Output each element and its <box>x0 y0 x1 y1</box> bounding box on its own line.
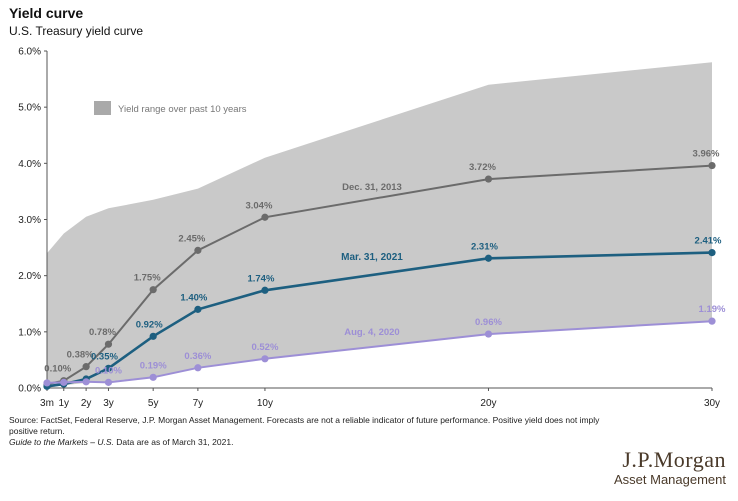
data-label: 3.96% <box>693 149 720 160</box>
series-point <box>104 340 113 348</box>
guide-note: Guide to the Markets – U.S. Data are as … <box>9 437 233 447</box>
series-point <box>149 332 157 340</box>
x-tick-label: 20y <box>480 398 496 409</box>
series-name-label: Dec. 31, 2013 <box>342 182 402 193</box>
series-point <box>149 286 157 294</box>
x-tick-label: 5y <box>148 398 159 409</box>
x-tick-label: 10y <box>257 398 273 409</box>
data-label: 0.36% <box>184 351 211 362</box>
source-note: Source: FactSet, Federal Reserve, J.P. M… <box>9 415 600 436</box>
data-label: 0.92% <box>136 319 163 330</box>
series-point <box>261 213 269 221</box>
series-point <box>82 378 90 386</box>
data-label: 3.04% <box>245 200 272 211</box>
data-label: 0.35% <box>91 351 118 362</box>
data-label: 0.78% <box>89 327 116 338</box>
series-point <box>708 161 716 170</box>
series-point <box>708 249 716 257</box>
data-label: 2.31% <box>471 241 498 252</box>
legend-swatch <box>94 101 111 115</box>
data-label: 2.41% <box>695 236 722 247</box>
jpmorgan-logo: J.P.Morgan Asset Management <box>614 448 726 488</box>
series-point <box>104 378 113 386</box>
legend-label: Yield range over past 10 years <box>118 104 247 115</box>
yield-curve-chart: 0.0% 1.0% 2.0% 3.0% 4.0% 5.0% 6.0% 3m 1y 2y 3y 5y 7y… <box>18 47 726 410</box>
data-label: 0.10% <box>95 365 122 376</box>
series-point <box>43 379 51 387</box>
logo-name: J.P.Morgan <box>622 447 726 472</box>
series-point <box>261 286 269 294</box>
series-name-label: Mar. 31, 2021 <box>341 252 403 263</box>
x-tick-label: 3m <box>40 398 54 409</box>
data-label: 1.74% <box>247 273 274 284</box>
series-point <box>261 355 269 363</box>
data-label: 0.52% <box>251 342 278 353</box>
series-point <box>194 305 202 313</box>
series-point <box>82 363 90 371</box>
y-tick-label: 6.0% <box>18 47 41 58</box>
guide-title: Guide to the Markets – U.S. <box>9 437 114 447</box>
x-tick-label: 1y <box>58 398 69 409</box>
data-label: 2.45% <box>178 233 205 244</box>
series-point <box>484 330 493 338</box>
data-label: 0.10% <box>44 364 71 375</box>
y-tick-label: 2.0% <box>18 271 41 282</box>
series-point <box>60 378 68 386</box>
chart-subtitle: U.S. Treasury yield curve <box>9 24 144 38</box>
x-tick-label: 30y <box>704 398 720 409</box>
series-point <box>484 175 493 183</box>
series-name-label: Aug. 4, 2020 <box>344 327 399 338</box>
y-tick-label: 4.0% <box>18 159 41 170</box>
data-label: 1.75% <box>134 273 161 284</box>
x-tick-label: 3y <box>103 398 114 409</box>
y-tick-label: 5.0% <box>18 103 41 114</box>
data-label: 3.72% <box>469 162 496 173</box>
data-label: 1.40% <box>180 292 207 303</box>
series-point <box>194 246 202 254</box>
series-point <box>194 364 202 372</box>
chart-title: Yield curve <box>9 5 84 21</box>
data-label: 0.38% <box>67 350 94 361</box>
series-point <box>484 254 493 262</box>
y-tick-label: 3.0% <box>18 215 41 226</box>
series-point <box>104 364 113 372</box>
x-tick-label: 2y <box>81 398 92 409</box>
data-label: 1.19% <box>699 304 726 315</box>
guide-date: Data are as of March 31, 2021. <box>113 437 234 447</box>
logo-subtitle: Asset Management <box>613 472 726 487</box>
series-point <box>708 317 716 325</box>
series-point <box>149 373 157 381</box>
data-label: 0.19% <box>140 360 167 371</box>
yield-range-band <box>47 62 712 388</box>
y-tick-label: 1.0% <box>18 327 41 338</box>
y-tick-label: 0.0% <box>18 384 41 395</box>
data-label: 0.96% <box>475 317 502 328</box>
x-tick-label: 7y <box>193 398 204 409</box>
